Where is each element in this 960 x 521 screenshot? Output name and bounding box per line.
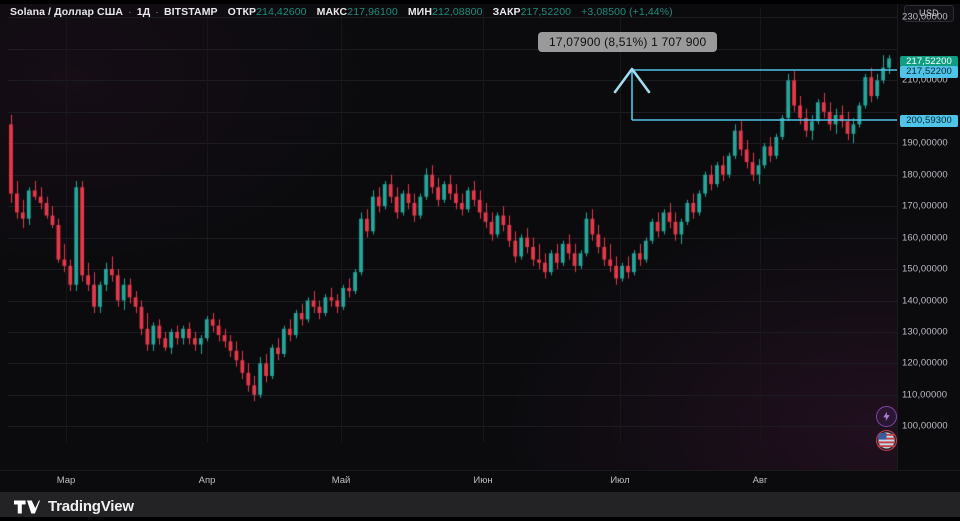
time-tick-label: Июл	[610, 475, 630, 486]
symbol-title[interactable]: Solana / Доллар США	[10, 6, 124, 18]
us-flag-icon	[878, 432, 895, 449]
brand-name: TradingView	[48, 498, 134, 515]
lightning-bolt-badge[interactable]	[876, 406, 897, 427]
chart-pane[interactable]	[0, 0, 960, 470]
close-label: ЗАКР	[492, 6, 521, 18]
timeframe-label[interactable]: 1Д	[136, 6, 151, 18]
tradingview-logo-icon[interactable]	[14, 499, 40, 515]
price-tick-label: 210,00000	[902, 74, 948, 86]
price-tick-label: 150,00000	[902, 263, 948, 275]
change-value: +3,08500 (+1,44%)	[581, 6, 673, 18]
price-tick-label: 110,00000	[902, 389, 948, 401]
legend-separator-2: ·	[155, 6, 159, 18]
exchange-label[interactable]: BITSTAMP	[163, 6, 218, 18]
time-tick-label: Мар	[56, 475, 76, 486]
legend-separator-1: ·	[128, 6, 132, 18]
price-tick-label: 160,00000	[902, 232, 948, 244]
price-tick-label: 120,00000	[902, 357, 948, 369]
high-label: МАКС	[316, 6, 348, 18]
last-price-badge: 217,52200	[900, 56, 958, 68]
close-value: 217,52200	[520, 6, 572, 18]
top-edge	[0, 0, 960, 4]
price-scale[interactable]: USD 230,00000 210,00000 190,00000 180,00000…	[897, 0, 960, 470]
low-label: МИН	[407, 6, 433, 18]
candlestick-series	[0, 0, 960, 470]
open-label: ОТКР	[227, 6, 257, 18]
price-tick-label: 230,00000	[902, 11, 948, 23]
price-tick-label: 190,00000	[902, 137, 948, 149]
chart-legend: Solana / Доллар США · 1Д · BITSTAMP ОТКР…	[10, 6, 673, 18]
measure-bottom-price-badge: 200,59300	[900, 115, 958, 127]
time-tick-label: Апр	[198, 475, 216, 486]
price-tick-label: 170,00000	[902, 200, 948, 212]
open-value: 214,42600	[256, 6, 307, 18]
price-tick-label: 130,00000	[902, 326, 948, 338]
us-flag-badge[interactable]	[876, 430, 897, 451]
time-tick-label: Июн	[473, 475, 493, 486]
bottom-edge	[0, 517, 960, 521]
time-tick-label: Авг	[752, 475, 768, 486]
time-scale[interactable]: Мар Апр Май Июн Июл Авг	[0, 470, 960, 493]
price-tick-label: 140,00000	[902, 295, 948, 306]
currency-unit-button[interactable]: USD	[904, 5, 954, 22]
measure-top-price-badge: 217,52200	[900, 66, 958, 78]
footer-bar: TradingView	[0, 492, 960, 521]
low-value: 212,08800	[432, 6, 483, 18]
time-tick-label: Май	[331, 475, 351, 486]
price-tick-label: 180,00000	[902, 169, 948, 181]
lightning-bolt-icon	[883, 411, 890, 422]
price-tick-label: 100,00000	[902, 420, 948, 432]
high-value: 217,96100	[347, 6, 398, 18]
